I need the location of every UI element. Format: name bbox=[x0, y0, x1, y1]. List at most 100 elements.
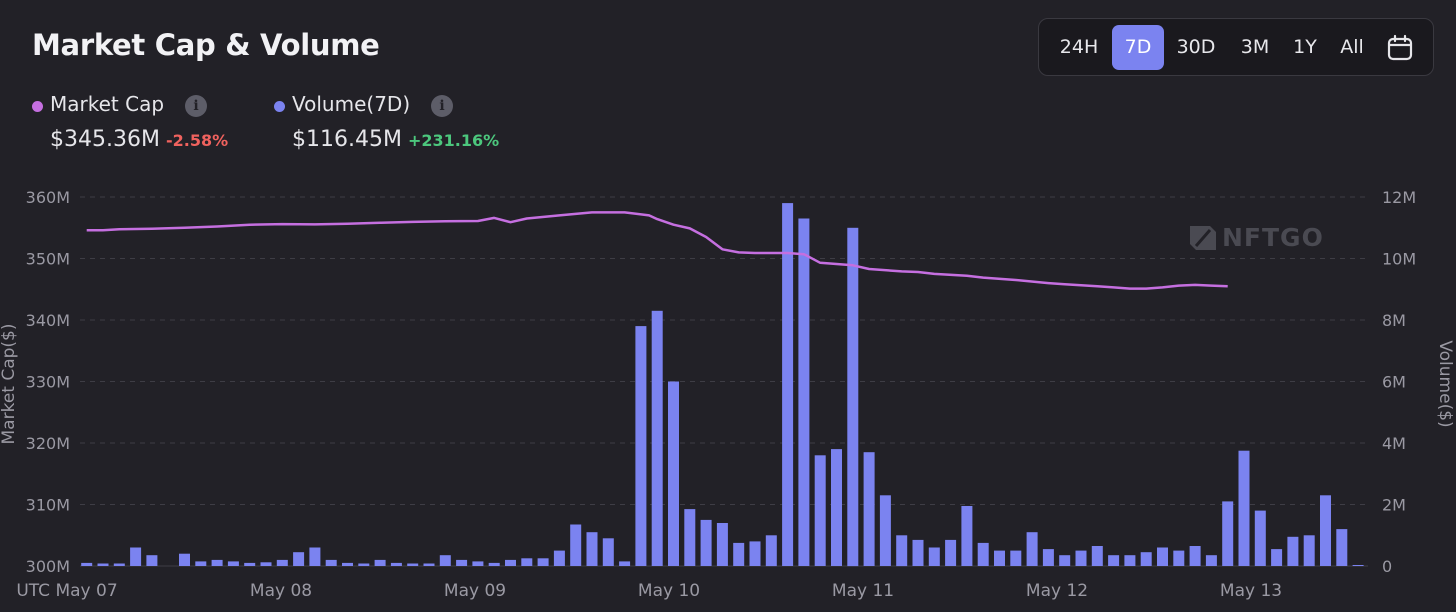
volume-bar[interactable] bbox=[1352, 565, 1364, 566]
volume-bar[interactable] bbox=[961, 506, 973, 566]
volume-bar[interactable] bbox=[1173, 550, 1185, 566]
range-24h-button[interactable]: 24H bbox=[1059, 36, 1099, 58]
volume-bar[interactable] bbox=[684, 509, 696, 566]
volume-bar[interactable] bbox=[81, 562, 93, 566]
volume-bar[interactable] bbox=[1091, 546, 1103, 566]
volume-bar[interactable] bbox=[521, 558, 533, 566]
range-30d-button[interactable]: 30D bbox=[1176, 36, 1216, 58]
volume-bar[interactable] bbox=[1157, 547, 1168, 567]
volume-bar[interactable] bbox=[553, 550, 565, 566]
volume-bar[interactable] bbox=[244, 562, 256, 566]
volume-bar[interactable] bbox=[1042, 549, 1054, 566]
volume-bar[interactable] bbox=[879, 495, 891, 566]
volume-bar[interactable] bbox=[211, 559, 223, 566]
volume-stat: $116.45M +231.16% bbox=[292, 127, 499, 152]
volume-bar[interactable] bbox=[749, 541, 761, 566]
volume-bar[interactable] bbox=[1140, 552, 1152, 566]
volume-bar[interactable] bbox=[195, 561, 207, 566]
volume-bar[interactable] bbox=[1205, 555, 1217, 566]
volume-bar[interactable] bbox=[928, 547, 940, 567]
volume-bar[interactable] bbox=[456, 559, 468, 566]
legend-volume[interactable]: Volume(7D) i bbox=[274, 92, 464, 120]
volume-bar[interactable] bbox=[831, 449, 842, 566]
volume-bar[interactable] bbox=[977, 542, 989, 566]
volume-bar[interactable] bbox=[325, 559, 337, 566]
volume-bar[interactable] bbox=[130, 547, 142, 567]
volume-bar[interactable] bbox=[1254, 510, 1266, 566]
volume-bar[interactable] bbox=[1124, 555, 1136, 566]
volume-bar[interactable] bbox=[700, 519, 712, 566]
volume-bar[interactable] bbox=[488, 562, 500, 566]
volume-bar[interactable] bbox=[179, 553, 190, 566]
volume-bar[interactable] bbox=[1222, 501, 1234, 566]
volume-bar[interactable] bbox=[765, 535, 777, 567]
page-title: Market Cap & Volume bbox=[32, 28, 380, 62]
volume-bar[interactable] bbox=[733, 542, 745, 566]
volume-bar[interactable] bbox=[814, 455, 826, 566]
volume-bar[interactable] bbox=[97, 563, 109, 567]
volume-bar[interactable] bbox=[945, 539, 957, 566]
volume-bar[interactable] bbox=[113, 563, 125, 567]
info-icon[interactable]: i bbox=[431, 95, 453, 117]
volume-bar[interactable] bbox=[668, 381, 679, 567]
volume-bar[interactable] bbox=[798, 218, 810, 567]
volume-bar[interactable] bbox=[146, 555, 158, 566]
volume-bar[interactable] bbox=[994, 550, 1005, 566]
range-3m-button[interactable]: 3M bbox=[1240, 36, 1270, 58]
left-tick-label: 330M bbox=[26, 373, 70, 392]
volume-bar[interactable] bbox=[472, 561, 484, 566]
volume-bar[interactable] bbox=[1287, 536, 1299, 566]
legend-market-cap[interactable]: Market Cap i bbox=[32, 92, 222, 120]
volume-bar[interactable] bbox=[1075, 550, 1087, 566]
volume-bar[interactable] bbox=[602, 538, 614, 566]
volume-bars bbox=[81, 203, 1364, 567]
volume-bar[interactable] bbox=[276, 559, 288, 566]
range-1y-button[interactable]: 1Y bbox=[1293, 36, 1317, 58]
volume-bar[interactable] bbox=[651, 310, 663, 566]
range-7d-button[interactable]: 7D bbox=[1112, 25, 1164, 70]
market-cap-legend-dot bbox=[32, 101, 43, 112]
volume-bar[interactable] bbox=[1320, 495, 1331, 566]
right-tick-label: 6M bbox=[1382, 373, 1406, 392]
volume-bar[interactable] bbox=[716, 523, 728, 566]
volume-bar[interactable] bbox=[374, 559, 386, 566]
volume-bar[interactable] bbox=[439, 555, 451, 566]
volume-bar[interactable] bbox=[586, 532, 598, 566]
volume-bar[interactable] bbox=[1189, 546, 1201, 566]
volume-bar[interactable] bbox=[260, 562, 272, 566]
volume-bar[interactable] bbox=[1059, 555, 1071, 566]
market-cap-line bbox=[86, 211, 1228, 290]
volume-bar[interactable] bbox=[896, 535, 908, 567]
volume-bar[interactable] bbox=[1271, 549, 1283, 566]
watermark-text: NFTGO bbox=[1222, 223, 1324, 252]
volume-bar[interactable] bbox=[423, 563, 435, 567]
volume-bar[interactable] bbox=[1026, 532, 1038, 566]
volume-bar[interactable] bbox=[1336, 529, 1348, 566]
volume-bar[interactable] bbox=[1010, 550, 1022, 566]
volume-bar[interactable] bbox=[293, 552, 305, 566]
volume-bar[interactable] bbox=[1303, 535, 1315, 567]
time-range-selector: 24H 7D 30D 3M 1Y All bbox=[1038, 18, 1434, 76]
volume-bar[interactable] bbox=[1108, 555, 1120, 566]
volume-bar[interactable] bbox=[847, 227, 859, 567]
volume-bar[interactable] bbox=[782, 203, 794, 566]
volume-bar[interactable] bbox=[912, 539, 924, 566]
right-tick-label: 4M bbox=[1382, 434, 1406, 453]
volume-bar[interactable] bbox=[407, 563, 419, 567]
volume-bar[interactable] bbox=[227, 561, 239, 566]
volume-bar[interactable] bbox=[358, 563, 370, 567]
volume-bar[interactable] bbox=[570, 524, 582, 567]
info-icon[interactable]: i bbox=[185, 95, 207, 117]
volume-bar[interactable] bbox=[390, 562, 402, 566]
volume-bar[interactable] bbox=[505, 559, 516, 566]
volume-bar[interactable] bbox=[342, 562, 353, 566]
volume-bar[interactable] bbox=[537, 558, 549, 566]
volume-bar[interactable] bbox=[635, 326, 647, 566]
calendar-icon[interactable] bbox=[1386, 34, 1414, 62]
range-all-button[interactable]: All bbox=[1340, 36, 1364, 58]
volume-bar[interactable] bbox=[619, 561, 631, 566]
volume-bar[interactable] bbox=[863, 452, 875, 566]
volume-bar[interactable] bbox=[309, 547, 321, 567]
volume-bar[interactable] bbox=[1238, 450, 1250, 566]
market-cap-value: $345.36M bbox=[50, 127, 160, 152]
